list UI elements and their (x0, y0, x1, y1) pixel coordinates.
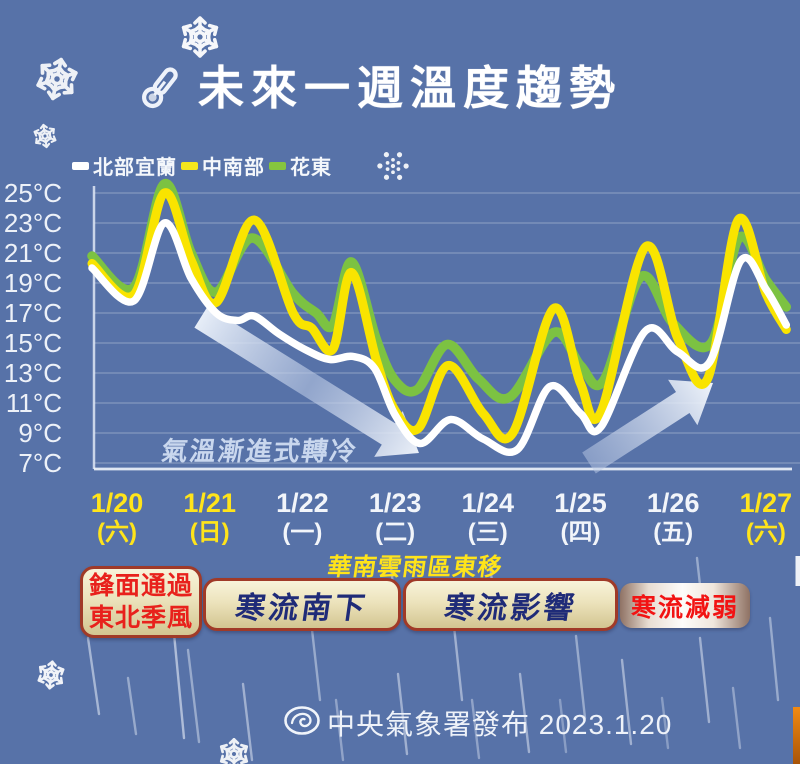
gridlines (92, 186, 800, 471)
y-axis-label: 9°C (18, 418, 62, 448)
legend-label: 中南部 (202, 157, 265, 179)
y-axis-label: 7°C (18, 448, 62, 478)
date-label: 1/22 (276, 488, 329, 518)
legend-label: 北部宜蘭 (93, 157, 177, 179)
page-title: 未來一週溫度趨勢 (198, 62, 622, 114)
legend-item: 中南部 (179, 151, 265, 180)
weekday-label: (二) (375, 519, 416, 546)
date-label: 1/26 (646, 488, 700, 518)
footer-credit: 中央氣象署發布 2023.1.20 (327, 709, 673, 740)
timeline-column: 1/23 (二) (348, 488, 442, 547)
weekday-label: (六) (745, 519, 786, 546)
date-label: 1/27 (739, 488, 793, 518)
chart-legend: 北部宜蘭 中南部 花東 (70, 151, 334, 180)
timeline-column: 1/21 (日) (163, 488, 257, 547)
date-label: 1/20 (90, 488, 144, 518)
thermometer-icon (142, 67, 178, 109)
annotation-cloud-band: 華南雲雨區東移 (325, 554, 505, 581)
line-central-south (87, 188, 791, 444)
up-trend-arrow-icon (582, 379, 713, 474)
weekday-label: (日) (189, 519, 230, 546)
date-label: 1/25 (554, 488, 607, 518)
legend-swatch (72, 161, 89, 170)
band-label: 寒流南下 (233, 591, 370, 625)
y-axis-label: 19°C (3, 268, 62, 298)
y-axis-label: 11°C (5, 388, 62, 418)
weather-band: 鋒面通過 東北季風 (80, 566, 202, 638)
down-trend-arrow-icon (194, 306, 419, 457)
weather-band: 寒流南下 (203, 578, 401, 631)
line-north-yilan (88, 219, 791, 457)
annotation-gradual-cooling: 氣溫漸進式轉冷 (159, 436, 360, 466)
y-axis-label: 25°C (3, 178, 62, 208)
weather-band: 寒流減弱 (620, 583, 750, 628)
legend-item: 花東 (267, 151, 332, 180)
weekday-label: (一) (282, 519, 323, 546)
y-axis-label: 21°C (3, 238, 62, 268)
band-label: 東北季風 (88, 604, 193, 632)
date-label: 1/24 (461, 488, 515, 518)
date-label: 1/23 (368, 488, 422, 518)
timeline-column: 1/27 (六) (719, 488, 800, 547)
y-axis-label: 13°C (3, 358, 62, 388)
timeline-column: 1/26 (五) (626, 488, 720, 547)
band-label: 寒流影響 (441, 591, 579, 625)
weekday-label: (三) (467, 519, 508, 546)
date-label: 1/21 (183, 488, 236, 518)
timeline-column: 1/22 (一) (255, 488, 349, 547)
cwa-logo (284, 706, 320, 735)
y-axis-label: 15°C (3, 328, 62, 358)
timeline-column: 1/20 (六) (70, 488, 164, 547)
timeline-column: 1/25 (四) (534, 488, 628, 547)
weekday-label: (五) (653, 519, 694, 546)
y-axis-label: 23°C (3, 208, 62, 238)
legend-swatch (181, 161, 198, 170)
weekday-label: (四) (560, 519, 601, 546)
legend-label: 花東 (290, 157, 332, 179)
legend-swatch (269, 161, 286, 170)
y-axis-label: 17°C (3, 298, 62, 328)
band-label: 寒流減弱 (630, 593, 739, 622)
legend-item: 北部宜蘭 (70, 151, 177, 180)
timeline-column: 1/24 (三) (441, 488, 535, 547)
weather-band: 寒流影響 (403, 578, 618, 631)
edge-sliver-orange (793, 707, 800, 764)
weekday-label: (六) (97, 519, 137, 546)
edge-sliver-white (795, 556, 800, 586)
band-label: 鋒面通過 (88, 572, 193, 600)
